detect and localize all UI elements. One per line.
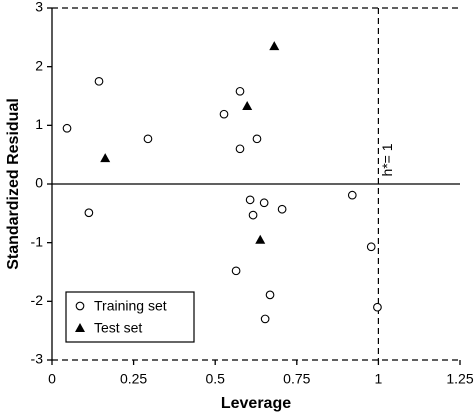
circle-marker xyxy=(245,195,255,205)
triangle-marker xyxy=(100,153,111,163)
x-tick-label: 0.5 xyxy=(205,371,225,387)
legend-label: Training set xyxy=(94,298,167,314)
circle-marker xyxy=(94,76,104,86)
circle-marker xyxy=(277,204,287,214)
circle-marker xyxy=(252,134,262,144)
triangle-marker xyxy=(75,323,85,332)
circle-marker xyxy=(235,144,245,154)
circle-marker xyxy=(219,109,229,119)
x-tick-label: 1.25 xyxy=(446,371,473,387)
x-axis-title: Leverage xyxy=(221,395,291,412)
y-tick-label: 1 xyxy=(35,116,43,132)
legend-label: Test set xyxy=(94,320,142,336)
circle-marker xyxy=(347,190,357,200)
annotation: h*= 1 xyxy=(379,143,395,176)
circle-marker xyxy=(366,242,376,252)
x-tick-label: 0.75 xyxy=(283,371,310,387)
circle-marker xyxy=(62,123,72,133)
circle-marker xyxy=(231,266,241,276)
circle-marker xyxy=(260,314,270,324)
circle-marker xyxy=(84,208,94,218)
triangle-marker xyxy=(255,234,266,244)
circle-marker xyxy=(235,86,245,96)
y-tick-label: 2 xyxy=(35,57,43,73)
y-tick-label: -1 xyxy=(31,233,44,249)
y-tick-label: 0 xyxy=(35,175,43,191)
y-tick-label: 3 xyxy=(35,0,43,15)
triangle-marker xyxy=(242,100,253,110)
y-tick-label: -3 xyxy=(31,351,44,367)
circle-marker xyxy=(265,290,275,300)
circle-marker xyxy=(248,210,258,220)
y-tick-label: -2 xyxy=(31,292,44,308)
circle-marker xyxy=(75,301,85,311)
x-tick-label: 0 xyxy=(48,371,56,387)
circle-marker xyxy=(373,302,382,312)
legend-box xyxy=(65,291,195,343)
triangle-marker xyxy=(269,41,280,51)
legend: Training set Test set xyxy=(65,291,195,343)
circle-marker xyxy=(143,134,153,144)
x-tick-label: 0.25 xyxy=(120,371,147,387)
y-axis-title: Standardized Residual xyxy=(5,98,22,270)
circle-marker xyxy=(259,198,269,208)
x-tick-label: 1 xyxy=(375,371,383,387)
